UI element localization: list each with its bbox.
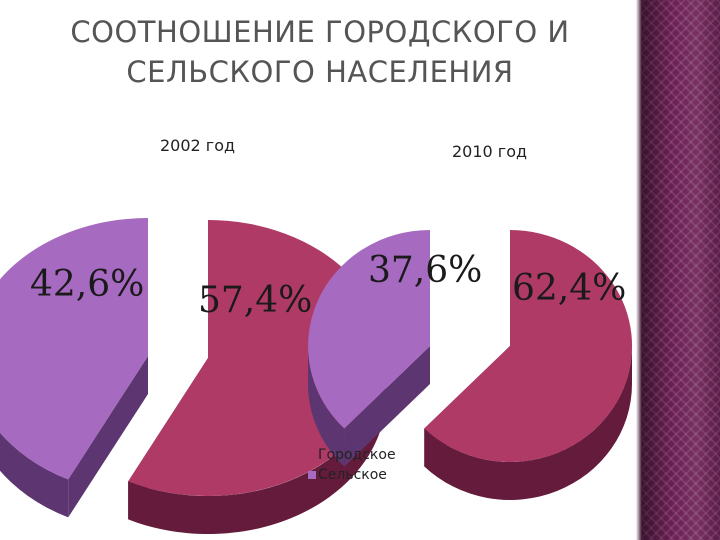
slice-rural-side [0, 432, 69, 518]
slice-rural-side [308, 346, 345, 467]
pie-charts: 42,6% 57,4% 37,6% 62,4% [0, 218, 633, 535]
slice-rural-top [0, 218, 148, 480]
legend-item-urban: Городское [308, 445, 396, 465]
legend: Городское Сельское [308, 445, 396, 485]
legend-label-rural: Сельское [318, 467, 387, 483]
legend-label-urban: Городское [318, 447, 396, 463]
decorative-side-panel [642, 0, 720, 540]
data-label-urban: 57,4% [198, 280, 312, 321]
slide-title-line-1: СООТНОШЕНИЕ ГОРОДСКОГО И [70, 15, 570, 49]
pie-chart-2010: 37,6% 62,4% [308, 230, 633, 500]
chart-title-2010: 2010 год [452, 142, 528, 161]
slice-rural-top [308, 230, 430, 429]
data-label-urban: 62,4% [512, 268, 626, 309]
decorative-panel-border [636, 0, 642, 540]
slice-urban-top [424, 230, 633, 463]
slice-rural [308, 230, 430, 467]
slice-rural-cut-face-1 [68, 356, 148, 518]
data-label-rural: 42,6% [30, 264, 144, 305]
legend-swatch-rural [308, 471, 316, 479]
data-label-rural: 37,6% [368, 250, 482, 291]
slide-title: СООТНОШЕНИЕ ГОРОДСКОГО И СЕЛЬСКОГО НАСЕЛ… [40, 12, 600, 92]
legend-swatch-urban [308, 451, 316, 459]
slice-rural-cut-face-1 [344, 346, 430, 467]
slice-rural [0, 218, 148, 518]
chart-title-2002: 2002 год [160, 136, 236, 155]
slice-urban [424, 230, 633, 500]
slice-urban-side [424, 346, 632, 500]
legend-item-rural: Сельское [308, 465, 396, 485]
slice-urban-side [128, 358, 386, 535]
slide-title-line-2: СЕЛЬСКОГО НАСЕЛЕНИЯ [126, 55, 514, 89]
pie-chart-2002: 42,6% 57,4% [0, 218, 386, 535]
